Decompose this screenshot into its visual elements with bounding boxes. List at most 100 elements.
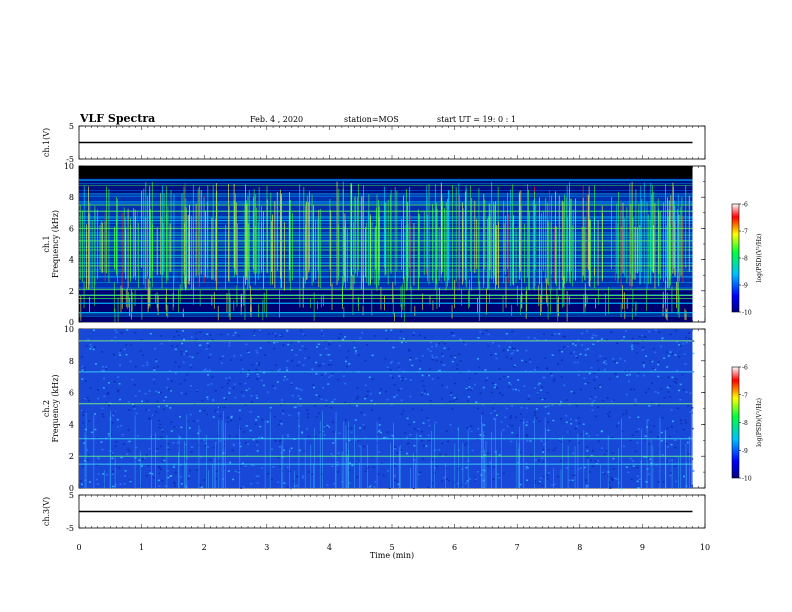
noise-cell <box>148 390 151 392</box>
colorbar-tick-label: -7 <box>742 392 748 399</box>
noise-cell <box>163 399 166 402</box>
noise-cell <box>346 452 349 454</box>
noise-cell <box>417 473 420 476</box>
noise-cell <box>87 454 90 456</box>
noise-cell <box>493 466 496 468</box>
noise-cell <box>691 406 694 409</box>
noise-cell <box>272 466 275 468</box>
noise-cell <box>654 368 657 371</box>
noise-cell <box>172 466 175 468</box>
noise-cell <box>188 475 191 477</box>
noise-cell <box>637 428 640 430</box>
noise-cell <box>609 486 612 488</box>
noise-cell <box>279 440 282 442</box>
noise-cell <box>157 405 160 408</box>
noise-cell <box>89 348 92 350</box>
noise-cell <box>596 359 599 362</box>
noise-cell <box>408 350 411 352</box>
noise-cell <box>654 329 657 331</box>
noise-cell <box>546 477 549 480</box>
noise-cell <box>230 359 233 361</box>
noise-cell <box>621 430 624 432</box>
noise-cell <box>160 343 163 345</box>
noise-cell <box>81 369 84 372</box>
noise-cell <box>526 435 529 437</box>
noise-cell <box>612 468 615 470</box>
noise-cell <box>163 459 166 462</box>
noise-cell <box>602 471 605 474</box>
noise-cell <box>391 434 394 437</box>
noise-cell <box>413 459 416 461</box>
noise-cell <box>356 387 359 389</box>
noise-cell <box>174 485 177 488</box>
noise-cell <box>606 339 609 341</box>
noise-cell <box>596 434 599 436</box>
noise-cell <box>437 377 440 379</box>
noise-cell <box>499 392 502 394</box>
noise-cell <box>631 434 634 437</box>
noise-cell <box>487 345 490 347</box>
noise-cell <box>558 349 561 352</box>
noise-cell <box>319 364 322 367</box>
noise-cell <box>196 352 199 355</box>
noise-cell <box>255 372 258 374</box>
noise-cell <box>330 453 333 455</box>
noise-cell <box>378 417 381 420</box>
noise-cell <box>577 374 580 376</box>
noise-cell <box>668 387 671 389</box>
noise-cell <box>628 373 631 376</box>
noise-cell <box>378 430 381 433</box>
noise-cell <box>475 401 478 403</box>
noise-cell <box>669 395 672 398</box>
noise-cell <box>295 406 298 408</box>
noise-cell <box>255 368 258 371</box>
noise-cell <box>579 353 582 355</box>
noise-cell <box>689 392 692 394</box>
noise-cell <box>219 440 222 442</box>
noise-cell <box>615 425 618 427</box>
noise-cell <box>568 440 571 442</box>
noise-cell <box>455 398 458 401</box>
noise-cell <box>419 471 422 474</box>
noise-cell <box>318 395 321 397</box>
noise-cell <box>539 477 542 479</box>
noise-cell <box>474 480 477 482</box>
noise-cell <box>434 421 437 424</box>
noise-cell <box>386 398 389 401</box>
noise-cell <box>441 384 444 387</box>
noise-cell <box>116 426 119 428</box>
noise-cell <box>527 398 530 400</box>
noise-cell <box>657 481 660 483</box>
noise-cell <box>547 405 550 407</box>
noise-cell <box>525 468 528 470</box>
noise-cell <box>445 478 448 480</box>
noise-cell <box>533 369 536 371</box>
noise-cell <box>206 333 209 335</box>
noise-cell <box>148 417 151 420</box>
noise-cell <box>280 399 283 401</box>
noise-cell <box>234 396 237 399</box>
noise-cell <box>459 338 462 341</box>
noise-cell <box>511 424 514 427</box>
noise-cell <box>153 381 156 384</box>
noise-cell <box>586 485 589 487</box>
noise-cell <box>213 446 216 449</box>
noise-cell <box>267 341 270 344</box>
noise-cell <box>691 458 694 460</box>
noise-cell <box>161 430 164 433</box>
noise-cell <box>413 444 416 447</box>
noise-cell <box>396 394 399 396</box>
noise-cell <box>567 345 570 347</box>
noise-cell <box>578 422 581 425</box>
noise-cell <box>680 422 683 425</box>
noise-cell <box>169 407 172 409</box>
noise-cell <box>330 374 333 377</box>
noise-cell <box>547 421 550 423</box>
noise-cell <box>404 378 407 380</box>
noise-cell <box>529 358 532 361</box>
noise-cell <box>102 365 105 368</box>
noise-cell <box>627 380 630 383</box>
noise-cell <box>338 432 341 434</box>
noise-cell <box>282 344 285 346</box>
